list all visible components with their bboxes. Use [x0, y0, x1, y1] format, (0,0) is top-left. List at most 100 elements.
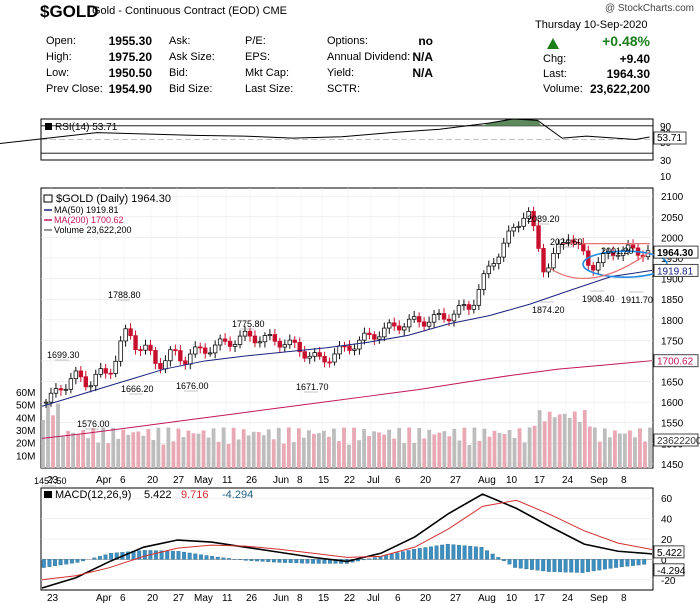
x-axis-label-Jun: Jun — [273, 475, 289, 486]
value-options: no — [418, 34, 433, 48]
macd-histogram-bar — [619, 559, 624, 568]
macd-histogram-bar — [614, 559, 619, 568]
label-ask-size: Ask Size: — [169, 51, 215, 63]
candle-down — [536, 225, 541, 249]
volume-bar — [457, 440, 462, 468]
macd-x-axis-label-6: 6 — [120, 593, 126, 603]
macd-x-axis-label-Jul: Jul — [367, 593, 380, 603]
macd-legend-macd: 5.422 — [144, 489, 172, 501]
macd-axis-tick-0: 0 — [661, 555, 667, 566]
price-axis-tick-1800: 1800 — [661, 316, 684, 327]
candle-up — [93, 373, 98, 387]
volume-bar — [111, 427, 116, 468]
macd-histogram-bar — [535, 559, 540, 571]
label-chg: Chg: — [543, 53, 567, 65]
macd-histogram-bar — [322, 559, 327, 564]
macd-histogram-bar — [513, 559, 518, 568]
candle-up — [312, 352, 317, 357]
volume-bar — [337, 441, 341, 468]
candle-up — [496, 256, 501, 264]
volume-bar — [447, 436, 452, 468]
macd-histogram-bar — [187, 552, 192, 560]
label-yield: Yield: — [327, 67, 355, 79]
volume-bar — [241, 429, 246, 468]
volume-bar — [432, 434, 437, 468]
macd-histogram-bar — [642, 559, 647, 565]
value-open: 1955.30 — [108, 34, 152, 48]
macd-histogram-bar — [395, 552, 400, 560]
volume-bar — [612, 430, 617, 468]
value-last: 1964.30 — [606, 67, 650, 81]
volume-bar — [151, 439, 156, 468]
volume-bar — [81, 429, 86, 468]
volume-bar — [572, 411, 577, 468]
macd-histogram-bar — [552, 559, 557, 572]
volume-bar — [402, 443, 407, 468]
macd-histogram-bar — [182, 551, 187, 560]
macd-x-axis-label-27: 27 — [173, 593, 185, 603]
label-sctr: SCTR: — [327, 83, 360, 95]
price-label-1676.00: 1676.00 — [176, 381, 209, 391]
macd-x-axis-label-Apr: Apr — [96, 593, 112, 603]
macd-last-box — [653, 563, 685, 577]
candle-up — [73, 370, 79, 380]
volume-axis-10M: 10M — [16, 451, 35, 462]
volume-bar — [342, 427, 346, 468]
volume-bar — [216, 441, 221, 468]
volume-bar — [623, 433, 627, 468]
macd-histogram-bar — [58, 559, 63, 566]
macd-histogram-bar — [412, 549, 417, 560]
macd-last-box — [653, 545, 685, 559]
candle-up — [551, 253, 556, 269]
macd-histogram-bar — [608, 559, 613, 569]
quote-header: $GOLD Gold - Continuous Contract (EOD) C… — [0, 0, 700, 100]
volume-bar — [517, 428, 522, 468]
volume-bar — [256, 431, 261, 468]
macd-histogram-bar — [473, 546, 478, 560]
x-axis-label-6: 6 — [395, 475, 401, 486]
volume-bar — [417, 428, 422, 468]
volume-bar — [633, 437, 637, 468]
price-axis-tick-1900: 1900 — [661, 275, 684, 286]
price-chart: RSI(14) 53.71907050301053.71210020502000… — [0, 118, 700, 603]
price-label-1788.80: 1788.80 — [108, 290, 141, 300]
price-label-1874.20: 1874.20 — [532, 305, 565, 315]
candle-up — [242, 330, 248, 337]
x-axis-label-8: 8 — [297, 475, 303, 486]
price-label-2024.60: 2024.60 — [550, 237, 583, 247]
volume-bar — [276, 427, 281, 468]
right-box-label-3: 23622200 — [657, 436, 700, 447]
macd-histogram-bar — [142, 550, 147, 560]
volume-bar — [362, 428, 366, 468]
volume-bar — [261, 435, 266, 468]
candle-down — [630, 244, 636, 249]
candle-up — [426, 321, 432, 327]
volume-bar — [567, 417, 572, 468]
volume-bar — [201, 430, 206, 468]
volume-bar — [141, 435, 146, 468]
macd-histogram-bar — [367, 558, 372, 560]
candle-up — [357, 339, 362, 350]
candle-up — [362, 332, 367, 341]
macd-legend-hist: -4.294 — [222, 489, 253, 501]
macd-histogram-bar — [445, 543, 450, 560]
macd-x-axis-label-23: 23 — [47, 593, 59, 603]
candle-up — [566, 239, 571, 243]
candle-down — [222, 338, 228, 342]
candle-down — [531, 211, 536, 227]
volume-bar — [106, 443, 111, 468]
macd-histogram-bar — [631, 559, 635, 566]
label-eps: EPS: — [245, 51, 271, 63]
price-axis-tick-1950: 1950 — [661, 254, 684, 265]
candle-up — [307, 355, 312, 359]
macd-histogram-bar — [299, 559, 304, 564]
volume-bar — [61, 436, 65, 468]
macd-histogram-bar — [479, 547, 484, 560]
candle-up — [48, 392, 54, 403]
volume-bar — [547, 411, 552, 468]
candle-down — [372, 334, 377, 340]
volume-bar — [407, 427, 412, 468]
label-ask: Ask: — [169, 35, 191, 47]
volume-bar — [301, 437, 306, 468]
volume-bar — [357, 440, 361, 468]
